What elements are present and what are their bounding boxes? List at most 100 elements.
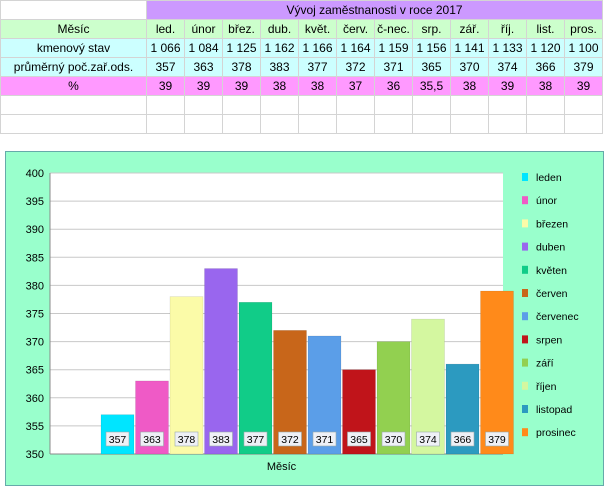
month-header-label[interactable]: Měsíc — [0, 19, 147, 39]
data-cell[interactable]: 378 — [222, 57, 261, 77]
data-cell[interactable]: 1 164 — [336, 38, 375, 58]
data-cell[interactable]: 1 066 — [146, 38, 185, 58]
cell-empty[interactable] — [450, 114, 489, 134]
cell-empty[interactable] — [260, 114, 299, 134]
data-cell[interactable]: 1 162 — [260, 38, 299, 58]
data-cell[interactable]: 35,5 — [412, 76, 451, 96]
bar-říjen — [411, 318, 445, 455]
month-header-cell[interactable]: dub. — [260, 19, 299, 39]
data-cell[interactable]: 1 084 — [184, 38, 223, 58]
month-header-cell[interactable]: srp. — [412, 19, 451, 39]
bar-březen — [169, 296, 204, 455]
data-cell[interactable]: 38 — [450, 76, 489, 96]
cell-empty[interactable] — [564, 114, 603, 134]
data-cell[interactable]: 379 — [564, 57, 603, 77]
cell-empty[interactable] — [374, 95, 413, 115]
cell-empty[interactable] — [564, 95, 603, 115]
chart-area[interactable]: 350 355 360 365 370 375 380 385 390 395 400 357 363 3… — [5, 151, 604, 486]
month-header-cell[interactable]: led. — [146, 19, 185, 39]
data-cell[interactable]: 38 — [260, 76, 299, 96]
month-header-cell[interactable]: červ. — [336, 19, 375, 39]
legend-label: únor — [536, 195, 558, 207]
data-cell[interactable]: 377 — [298, 57, 337, 77]
month-header-cell[interactable]: list. — [526, 19, 565, 39]
legend-label: duben — [536, 242, 565, 254]
data-cell[interactable]: 374 — [488, 57, 527, 77]
data-cell[interactable]: 372 — [336, 57, 375, 77]
cell-empty[interactable] — [146, 114, 185, 134]
bar-květen — [238, 302, 273, 455]
data-cell[interactable]: 1 141 — [450, 38, 489, 58]
cell-empty[interactable] — [412, 95, 451, 115]
data-label-box — [416, 431, 440, 447]
data-cell[interactable]: 37 — [336, 76, 375, 96]
cell-empty[interactable] — [222, 114, 261, 134]
cell-empty[interactable] — [222, 95, 261, 115]
row-label[interactable]: % — [0, 76, 147, 96]
legend-swatch-květen — [522, 265, 528, 274]
cell-empty[interactable] — [0, 95, 147, 115]
cell-empty[interactable] — [412, 114, 451, 134]
data-cell[interactable]: 1 156 — [412, 38, 451, 58]
cell-empty[interactable] — [526, 114, 565, 134]
data-cell[interactable]: 1 125 — [222, 38, 261, 58]
data-cell[interactable]: 366 — [526, 57, 565, 77]
cell-empty[interactable] — [374, 114, 413, 134]
data-cell[interactable]: 1 166 — [298, 38, 337, 58]
data-cell[interactable]: 39 — [564, 76, 603, 96]
data-cell[interactable]: 1 133 — [488, 38, 527, 58]
month-header-cell[interactable]: říj. — [488, 19, 527, 39]
cell-empty[interactable] — [146, 95, 185, 115]
y-tick-label: 395 — [26, 196, 44, 208]
y-tick-label: 360 — [26, 393, 44, 405]
data-cell[interactable]: 39 — [146, 76, 185, 96]
data-label-box — [347, 431, 371, 447]
cell-empty[interactable] — [0, 114, 147, 134]
data-cell[interactable]: 1 159 — [374, 38, 413, 58]
legend-swatch-září — [522, 358, 528, 367]
cell-empty[interactable] — [184, 95, 223, 115]
legend-swatch-listopad — [522, 405, 528, 413]
legend-label: červen — [536, 288, 568, 300]
data-label-box — [278, 431, 302, 447]
cell-empty[interactable] — [336, 114, 375, 134]
month-header-cell[interactable]: pros. — [564, 19, 603, 39]
data-cell[interactable]: 39 — [222, 76, 261, 96]
month-header-cell[interactable]: břez. — [222, 19, 261, 39]
cell-empty[interactable] — [0, 0, 147, 20]
data-cell[interactable]: 363 — [184, 57, 223, 77]
cell-empty[interactable] — [488, 95, 527, 115]
cell-empty[interactable] — [336, 95, 375, 115]
data-cell[interactable]: 370 — [450, 57, 489, 77]
month-header-cell[interactable]: únor — [184, 19, 223, 39]
data-label-box — [485, 431, 509, 447]
data-cell[interactable]: 38 — [298, 76, 337, 96]
row-label[interactable]: průměrný poč.zař.ods. — [0, 57, 147, 77]
cell-empty[interactable] — [488, 114, 527, 134]
row-label[interactable]: kmenový stav — [0, 38, 147, 58]
cell-empty[interactable] — [184, 114, 223, 134]
data-cell[interactable]: 39 — [184, 76, 223, 96]
month-header-cell[interactable]: zář. — [450, 19, 489, 39]
data-cell[interactable]: 1 100 — [564, 38, 603, 58]
data-cell[interactable]: 365 — [412, 57, 451, 77]
cell-empty[interactable] — [298, 95, 337, 115]
legend-swatch-prosinec — [522, 428, 528, 437]
data-cell[interactable]: 1 120 — [526, 38, 565, 58]
table-title[interactable]: Vývoj zaměstnanosti v roce 2017 — [146, 0, 603, 20]
data-cell[interactable]: 36 — [374, 76, 413, 96]
data-cell[interactable]: 39 — [488, 76, 527, 96]
month-header-cell[interactable]: č-nec. — [374, 19, 413, 39]
data-label-box — [140, 431, 164, 447]
month-header-cell[interactable]: květ. — [298, 19, 337, 39]
data-cell[interactable]: 383 — [260, 57, 299, 77]
cell-empty[interactable] — [526, 95, 565, 115]
cell-empty[interactable] — [298, 114, 337, 134]
cell-empty[interactable] — [450, 95, 489, 115]
bar-chart: 350 355 360 365 370 375 380 385 390 395 400 357 363 3… — [26, 168, 579, 473]
data-cell[interactable]: 357 — [146, 57, 185, 77]
data-cell[interactable]: 371 — [374, 57, 413, 77]
data-cell[interactable]: 38 — [526, 76, 565, 96]
cell-empty[interactable] — [260, 95, 299, 115]
